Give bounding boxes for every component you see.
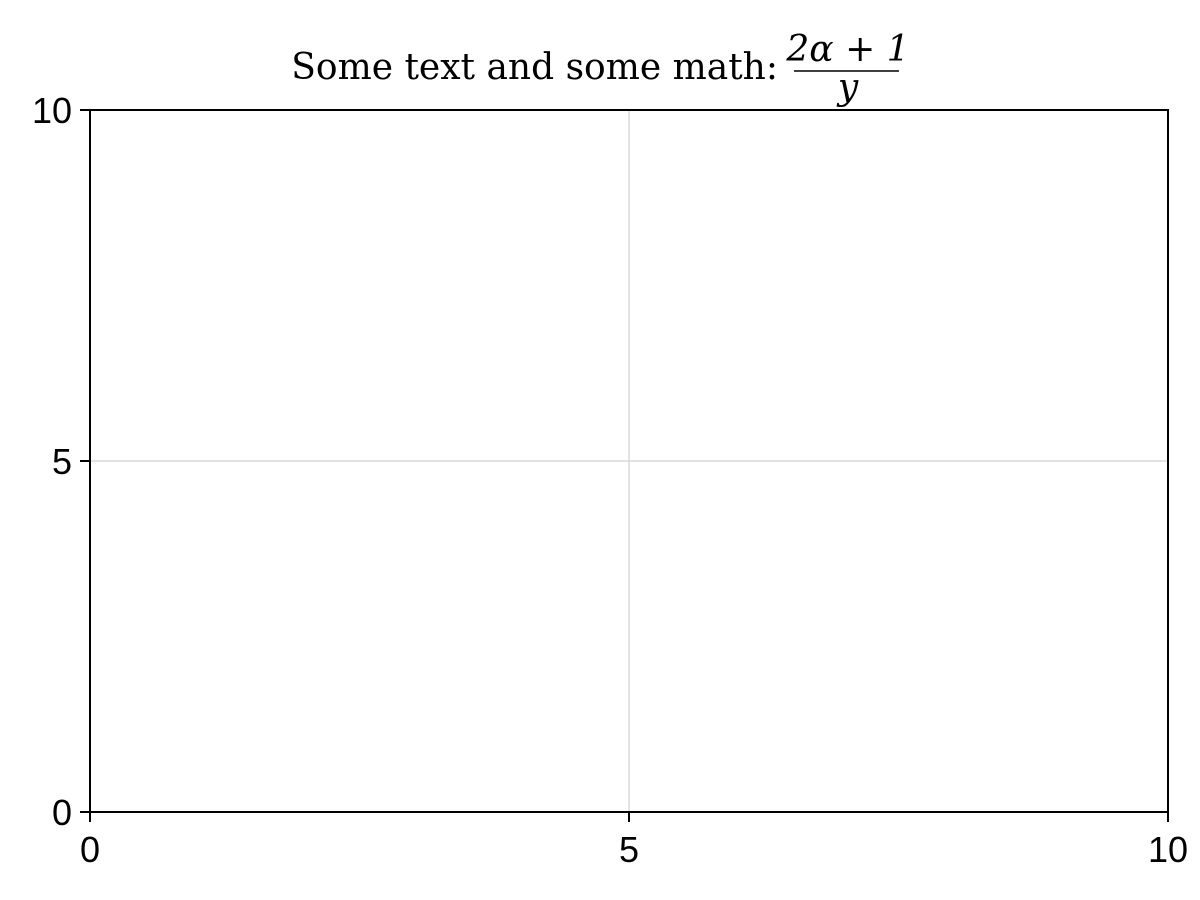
title-math-numerator: 2α + 1 <box>785 29 909 70</box>
chart-title: Some text and some math: 2α + 1 y <box>291 29 909 108</box>
grid-layer <box>90 110 1168 812</box>
y-tick-label: 0 <box>52 792 72 833</box>
y-tick-label: 10 <box>32 90 72 131</box>
title-math-fraction: 2α + 1 y <box>785 29 909 108</box>
title-math-denominator: y <box>836 67 859 108</box>
x-tick-label: 0 <box>80 829 100 870</box>
tick-layer: 0 5 10 0 5 10 <box>32 90 1188 870</box>
chart-title-text: Some text and some math: <box>291 47 778 88</box>
y-tick-label: 5 <box>52 441 72 482</box>
x-tick-label: 5 <box>619 829 639 870</box>
x-tick-label: 10 <box>1148 829 1188 870</box>
